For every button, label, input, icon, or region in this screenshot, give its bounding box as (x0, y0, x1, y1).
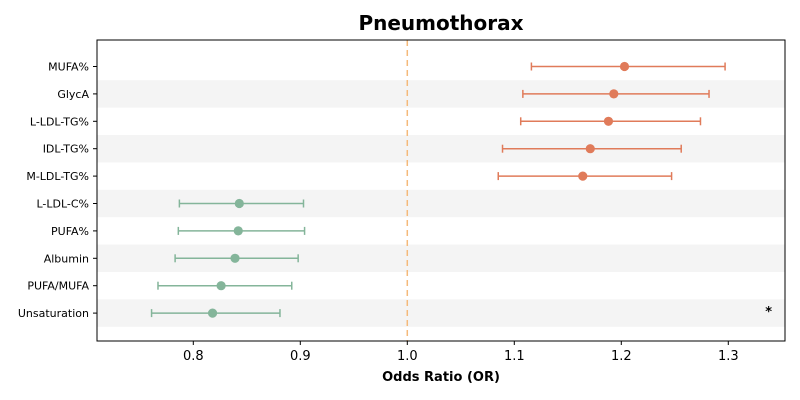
or-point (230, 253, 240, 263)
annotations-group: * (765, 305, 772, 320)
or-point (578, 171, 588, 181)
y-tick-label: PUFA% (51, 225, 89, 238)
significance-marker: * (765, 305, 772, 320)
odds-ratio-points-group (207, 61, 630, 318)
or-point (609, 89, 619, 99)
x-tick-label: 1.1 (504, 349, 525, 364)
y-tick-label: PUFA/MUFA (27, 280, 89, 293)
or-point (207, 308, 218, 318)
y-tick-label: M-LDL-TG% (26, 170, 89, 183)
x-axis-label: Odds Ratio (OR) (382, 370, 500, 385)
y-tick-label: Unsaturation (18, 307, 89, 320)
y-tick-label: L-LDL-TG% (30, 115, 89, 128)
x-tick-label: 1.3 (718, 349, 739, 364)
y-tick-label: MUFA% (48, 61, 89, 74)
or-point (585, 144, 595, 154)
y-axis: MUFA% GlycA L-LDL-TG% IDL-TG% M-LDL-TG% L-LDL… (18, 61, 97, 320)
x-tick-label: 1.2 (611, 349, 632, 364)
y-tick-label: GlycA (57, 88, 89, 101)
x-axis: 0.8 0.9 1.0 1.1 1.2 1.3 (183, 341, 739, 364)
y-tick-label: IDL-TG% (43, 143, 89, 156)
plot-frame (96, 39, 786, 342)
or-point (619, 61, 630, 72)
or-point (216, 281, 226, 291)
x-tick-label: 1.0 (397, 349, 418, 364)
chart-title: Pneumothorax (358, 11, 523, 35)
x-tick-label: 0.8 (183, 349, 204, 364)
x-tick-label: 0.9 (290, 349, 311, 364)
or-point (603, 116, 614, 126)
y-tick-label: L-LDL-C% (36, 198, 89, 211)
or-point (233, 226, 243, 236)
y-tick-label: Albumin (44, 252, 89, 265)
or-point (234, 198, 244, 209)
